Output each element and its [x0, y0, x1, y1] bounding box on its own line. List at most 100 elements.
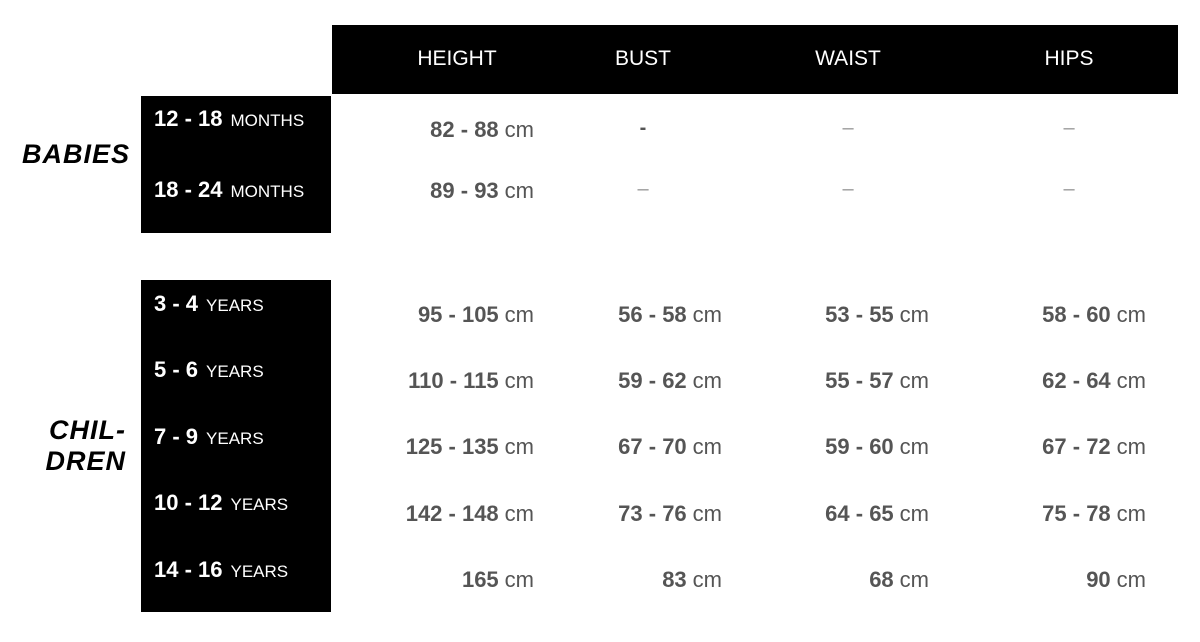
empty-value: – — [842, 178, 854, 200]
measurement-number: 83 — [662, 567, 687, 592]
measurement-number: 73 - 76 — [618, 501, 687, 526]
measurement-value: 67 - 72 cm — [946, 434, 1146, 460]
measurement-number: 55 - 57 — [825, 368, 894, 393]
measurement-unit: cm — [899, 501, 929, 526]
group-label-babies: BABIES — [21, 139, 130, 169]
empty-value: - — [639, 117, 647, 139]
size-unit: YEARS — [206, 362, 264, 381]
size-unit: MONTHS — [230, 182, 305, 201]
measurement-value: 110 - 115 cm — [334, 368, 534, 394]
measurement-unit: cm — [504, 368, 534, 393]
size-range: 5 - 6 — [154, 357, 199, 382]
measurement-value: 90 cm — [946, 567, 1146, 593]
measurement-value: 56 - 58 cm — [522, 302, 722, 328]
size-label: 3 - 4 YEARS — [154, 291, 264, 317]
measurement-unit: cm — [1116, 434, 1146, 459]
size-unit: YEARS — [230, 562, 289, 581]
measurement-value: 89 - 93 cm — [334, 178, 534, 204]
measurement-unit: cm — [899, 302, 929, 327]
size-range: 12 - 18 — [154, 106, 223, 131]
column-header-waist: WAIST — [815, 47, 881, 70]
measurement-unit: cm — [899, 434, 929, 459]
measurement-unit: cm — [504, 117, 534, 142]
measurement-value: 83 cm — [522, 567, 722, 593]
measurement-value: 58 - 60 cm — [946, 302, 1146, 328]
size-range: 3 - 4 — [154, 291, 199, 316]
measurement-unit: cm — [1116, 302, 1146, 327]
measurement-number: 64 - 65 — [825, 501, 894, 526]
measurement-value: 67 - 70 cm — [522, 434, 722, 460]
size-unit: YEARS — [230, 495, 289, 514]
size-unit: YEARS — [206, 296, 264, 315]
measurement-unit: cm — [504, 567, 534, 592]
size-label: 7 - 9 YEARS — [154, 424, 264, 450]
measurement-value: 68 cm — [729, 567, 929, 593]
measurement-value: 82 - 88 cm — [334, 117, 534, 143]
measurement-number: 75 - 78 — [1042, 501, 1111, 526]
column-header-hips: HIPS — [1044, 47, 1094, 70]
measurement-value: 59 - 62 cm — [522, 368, 722, 394]
measurement-number: 67 - 70 — [618, 434, 687, 459]
size-range: 18 - 24 — [154, 177, 223, 202]
measurement-value: 73 - 76 cm — [522, 501, 722, 527]
measurement-unit: cm — [692, 501, 722, 526]
measurement-unit: cm — [1116, 501, 1146, 526]
measurement-unit: cm — [504, 178, 534, 203]
size-range: 10 - 12 — [154, 490, 223, 515]
size-label: 10 - 12 YEARS — [154, 490, 288, 516]
measurement-number: 142 - 148 — [405, 501, 499, 526]
measurement-value: 142 - 148 cm — [334, 501, 534, 527]
measurement-number: 53 - 55 — [825, 302, 894, 327]
measurement-number: 110 - 115 — [408, 368, 499, 393]
measurement-unit: cm — [504, 434, 534, 459]
empty-value: – — [842, 117, 854, 139]
measurement-number: 89 - 93 — [430, 178, 499, 203]
measurement-number: 58 - 60 — [1042, 302, 1111, 327]
measurement-unit: cm — [504, 501, 534, 526]
empty-value: – — [1063, 117, 1075, 139]
measurement-value: 64 - 65 cm — [729, 501, 929, 527]
size-label: 5 - 6 YEARS — [154, 357, 264, 383]
measurement-unit: cm — [692, 368, 722, 393]
measurement-unit: cm — [1116, 567, 1146, 592]
measurement-number: 59 - 62 — [618, 368, 687, 393]
measurement-number: 67 - 72 — [1042, 434, 1111, 459]
group-label-line: CHIL- — [49, 415, 126, 445]
size-label: 18 - 24 MONTHS — [154, 177, 304, 203]
babies-label-block — [141, 96, 331, 233]
measurement-unit: cm — [692, 302, 722, 327]
measurement-unit: cm — [692, 567, 722, 592]
group-label-children: CHIL- DREN — [10, 415, 126, 477]
measurement-value: 125 - 135 cm — [334, 434, 534, 460]
measurement-number: 56 - 58 — [618, 302, 687, 327]
measurement-number: 59 - 60 — [825, 434, 894, 459]
measurement-unit: cm — [692, 434, 722, 459]
empty-value: – — [637, 178, 649, 200]
group-label-line: DREN — [45, 446, 126, 476]
measurement-value: 62 - 64 cm — [946, 368, 1146, 394]
measurement-value: 55 - 57 cm — [729, 368, 929, 394]
measurement-number: 125 - 135 — [405, 434, 499, 459]
size-label: 12 - 18 MONTHS — [154, 106, 304, 132]
measurement-unit: cm — [899, 368, 929, 393]
measurement-unit: cm — [899, 567, 929, 592]
measurement-number: 90 — [1086, 567, 1111, 592]
column-header-height: HEIGHT — [417, 47, 497, 70]
children-label-block — [141, 280, 331, 612]
measurement-unit: cm — [504, 302, 534, 327]
measurement-number: 82 - 88 — [430, 117, 499, 142]
measurement-value: 165 cm — [334, 567, 534, 593]
measurement-number: 95 - 105 — [417, 302, 499, 327]
measurement-value: 75 - 78 cm — [946, 501, 1146, 527]
column-header-bar — [332, 25, 1178, 94]
measurement-number: 165 — [461, 567, 499, 592]
measurement-unit: cm — [1116, 368, 1146, 393]
measurement-value: 59 - 60 cm — [729, 434, 929, 460]
size-unit: MONTHS — [230, 111, 305, 130]
size-range: 14 - 16 — [154, 557, 223, 582]
column-header-bust: BUST — [614, 47, 671, 70]
measurement-number: 68 — [869, 567, 894, 592]
size-unit: YEARS — [206, 429, 264, 448]
empty-value: – — [1063, 178, 1075, 200]
size-range: 7 - 9 — [154, 424, 199, 449]
